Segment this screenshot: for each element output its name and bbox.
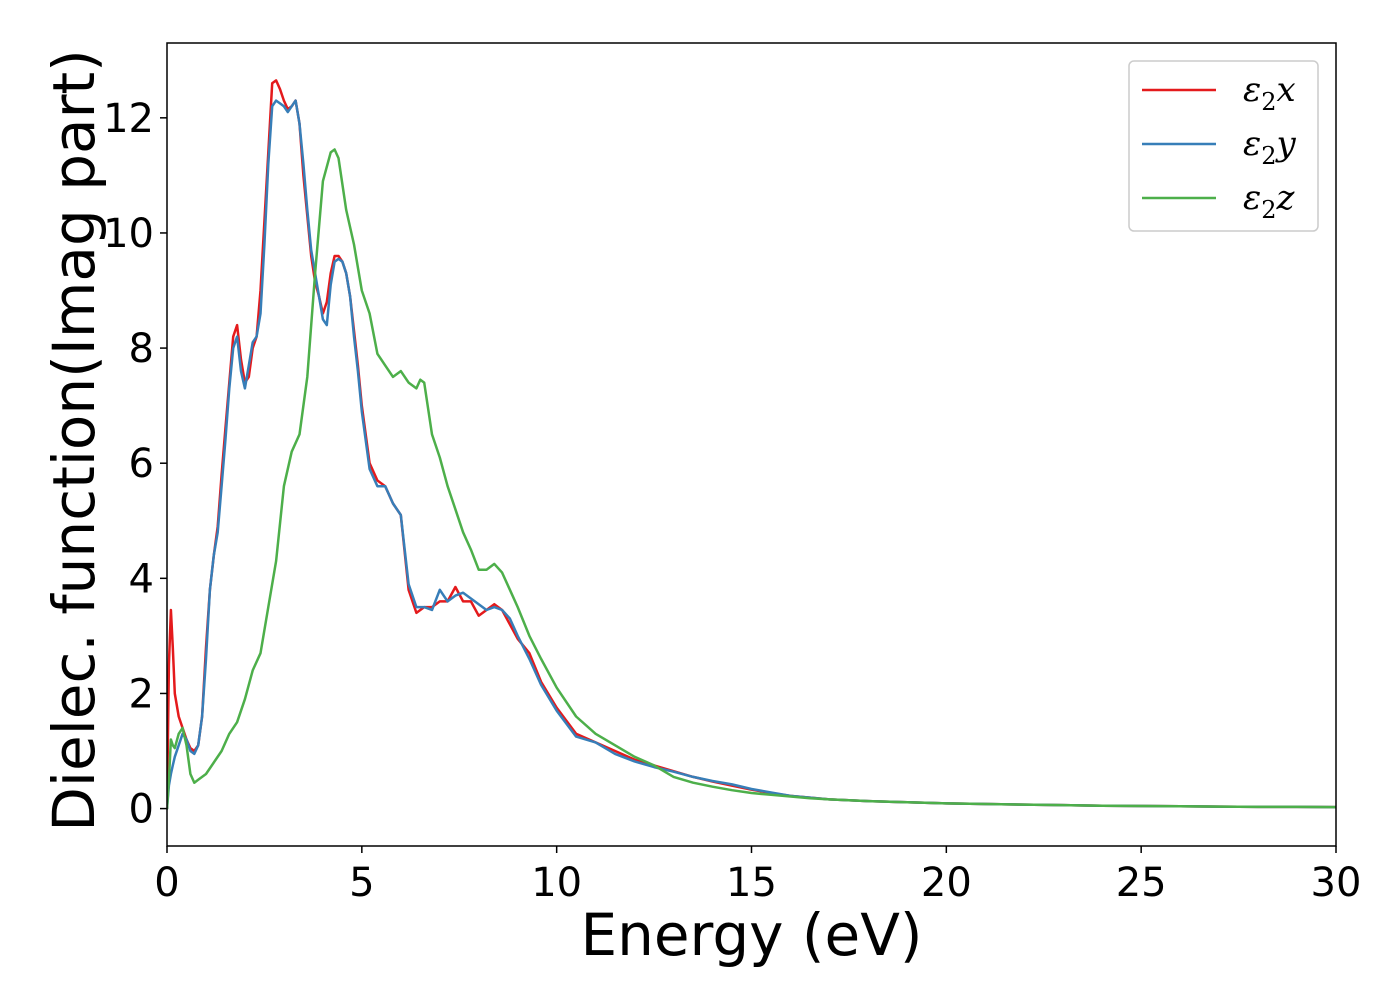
x-tick-label: 30 <box>1311 860 1362 906</box>
legend-label: ε2z <box>1243 178 1296 224</box>
y-tick-label: 6 <box>129 441 154 487</box>
y-axis: 0 2 4 6 8 10 12 <box>103 96 167 833</box>
x-tick-label: 10 <box>531 860 582 906</box>
y-tick-label: 10 <box>103 211 154 257</box>
x-tick-label: 15 <box>726 860 777 906</box>
x-axis-title: Energy (eV) <box>580 901 922 969</box>
y-tick-label: 12 <box>103 96 154 142</box>
series-line-z <box>167 148 1336 810</box>
y-tick-label: 8 <box>129 326 154 372</box>
x-tick-label: 20 <box>921 860 972 906</box>
x-tick-label: 25 <box>1116 860 1167 906</box>
legend-label: ε2x <box>1243 70 1296 116</box>
y-tick-label: 0 <box>129 787 154 833</box>
x-axis: 0 5 10 15 20 25 30 <box>154 846 1361 906</box>
legend: ε2x ε2y ε2z <box>1128 60 1319 232</box>
legend-label: ε2y <box>1243 124 1297 170</box>
legend-box <box>1128 60 1319 232</box>
y-tick-label: 2 <box>129 671 154 717</box>
x-tick-label: 5 <box>349 860 374 906</box>
series-line-y <box>167 99 1336 810</box>
series-layer <box>167 79 1336 810</box>
y-tick-label: 4 <box>129 556 154 602</box>
x-tick-label: 0 <box>154 860 179 906</box>
y-axis-title: Dielec. function(Imag part) <box>40 49 108 832</box>
